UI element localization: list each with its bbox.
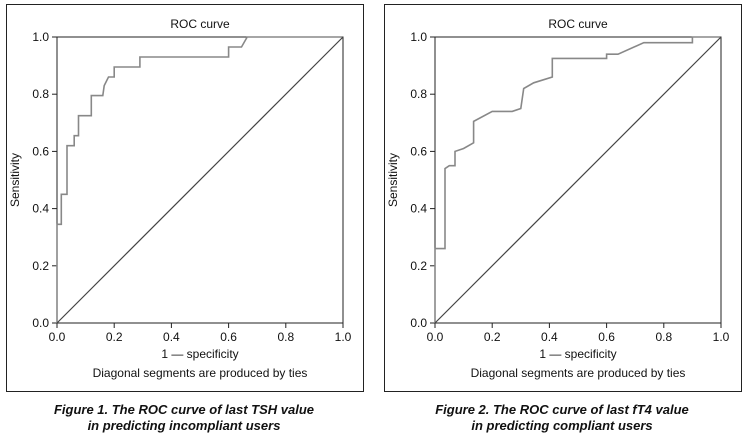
y-tick-label: 0.0	[32, 316, 49, 330]
y-tick-label: 0.6	[410, 144, 427, 158]
roc-curve-line	[56, 36, 343, 323]
figure-caption-1-line-2: in predicting incompliant users	[87, 418, 281, 433]
plot-area	[56, 36, 344, 324]
figure-caption-1: Figure 1. The ROC curve of last TSH valu…	[4, 402, 364, 434]
plot-area	[434, 36, 722, 324]
figure-caption-1-line-1: Figure 1. The ROC curve of last TSH valu…	[53, 402, 315, 417]
figure-caption-2-line-1: Figure 2. The ROC curve of last fT4 valu…	[435, 402, 689, 417]
roc-chart-panel-1: ROC curve 0.0 0.2 0.4 0.6 0.8 1.0 0.0 0.2 0.4 0.6 0…	[6, 4, 364, 392]
y-tick-label: 0.8	[410, 87, 427, 101]
x-tick-label: 0.4	[163, 330, 180, 344]
figure-caption-2-line-2: in predicting compliant users	[471, 418, 653, 433]
chart-note: Diagonal segments are produced by ties	[93, 366, 308, 380]
chart-title: ROC curve	[170, 17, 230, 31]
chart-note: Diagonal segments are produced by ties	[471, 366, 686, 380]
x-axis-label: 1 — specificity	[161, 347, 238, 361]
y-axis-label: Sensitivity	[8, 153, 22, 207]
x-tick-label: 1.0	[713, 330, 730, 344]
roc-chart-1: ROC curve 0.0 0.2 0.4 0.6 0.8 1.0 0.0 0.2 0.4 0.6 0…	[8, 17, 352, 380]
x-tick-label: 0.0	[49, 330, 66, 344]
x-tick-label: 0.8	[655, 330, 672, 344]
x-tick-label: 0.0	[427, 330, 444, 344]
chart-title: ROC curve	[548, 17, 608, 31]
y-tick-label: 1.0	[32, 30, 49, 44]
y-tick-label: 0.6	[32, 144, 49, 158]
y-tick-label: 0.4	[32, 202, 49, 216]
x-tick-label: 0.6	[598, 330, 615, 344]
roc-chart-panel-2: ROC curve 0.0 0.2 0.4 0.6 0.8 1.0 0.0 0.2 0.4 0.6 0…	[384, 4, 742, 392]
x-tick-label: 1.0	[335, 330, 352, 344]
y-tick-label: 0.0	[410, 316, 427, 330]
reference-diagonal-line	[434, 36, 722, 324]
x-tick-label: 0.2	[106, 330, 123, 344]
y-axis-label: Sensitivity	[386, 153, 400, 207]
y-tick-label: 0.2	[32, 259, 49, 273]
y-tick-label: 0.4	[410, 202, 427, 216]
x-tick-label: 0.2	[484, 330, 501, 344]
roc-curve-line	[434, 36, 721, 323]
x-tick-label: 0.8	[277, 330, 294, 344]
reference-diagonal-line	[56, 36, 344, 324]
y-tick-label: 1.0	[410, 30, 427, 44]
figure-caption-2: Figure 2. The ROC curve of last fT4 valu…	[382, 402, 742, 434]
x-tick-label: 0.4	[541, 330, 558, 344]
x-axis-label: 1 — specificity	[539, 347, 616, 361]
x-tick-label: 0.6	[220, 330, 237, 344]
y-tick-label: 0.2	[410, 259, 427, 273]
roc-chart-2: ROC curve 0.0 0.2 0.4 0.6 0.8 1.0 0.0 0.2 0.4 0.6 0…	[386, 17, 730, 380]
y-tick-label: 0.8	[32, 87, 49, 101]
